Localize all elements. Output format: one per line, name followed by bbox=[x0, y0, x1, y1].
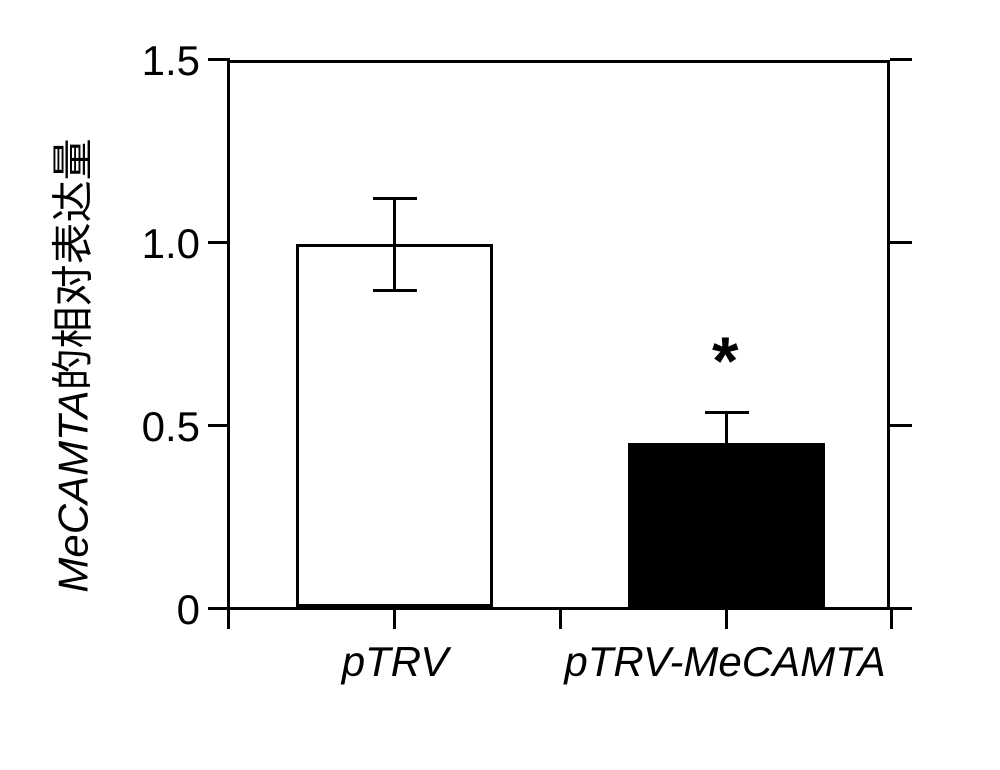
y-tick-right bbox=[890, 58, 912, 61]
error-bar-line bbox=[393, 197, 396, 292]
x-tick bbox=[559, 607, 562, 629]
x-tick-label: pTRV-MeCAMTA bbox=[545, 638, 905, 686]
y-tick-right bbox=[890, 607, 912, 610]
y-tick-label: 0 bbox=[110, 586, 200, 634]
bar-ptrv-mecamta bbox=[628, 443, 825, 607]
y-axis-label: MeCAMTA的相对表达量 bbox=[40, 138, 101, 592]
y-tick bbox=[208, 241, 230, 244]
x-tick bbox=[227, 607, 230, 629]
y-tick-label: 1.5 bbox=[110, 37, 200, 85]
error-bar-cap bbox=[373, 197, 417, 200]
y-tick-right bbox=[890, 241, 912, 244]
significance-marker: * bbox=[712, 322, 738, 400]
x-tick bbox=[393, 607, 396, 629]
bar-ptrv bbox=[296, 244, 493, 607]
y-tick bbox=[208, 58, 230, 61]
y-tick-label: 1.0 bbox=[110, 220, 200, 268]
error-bar-cap bbox=[705, 411, 749, 414]
y-tick-label: 0.5 bbox=[110, 403, 200, 451]
y-tick bbox=[208, 424, 230, 427]
error-bar-cap bbox=[373, 289, 417, 292]
x-tick bbox=[725, 607, 728, 629]
error-bar-line bbox=[725, 411, 728, 445]
y-tick-right bbox=[890, 424, 912, 427]
x-tick bbox=[890, 607, 893, 629]
y-axis-label-italic: MeCAMTA bbox=[50, 390, 97, 592]
y-axis-label-normal: 的相对表达量 bbox=[50, 138, 97, 390]
chart-container: 0 0.5 1.0 1.5 pTRV pTRV-MeCAMTA MeCAMTA的… bbox=[100, 30, 940, 730]
x-tick-label: pTRV bbox=[295, 638, 495, 686]
